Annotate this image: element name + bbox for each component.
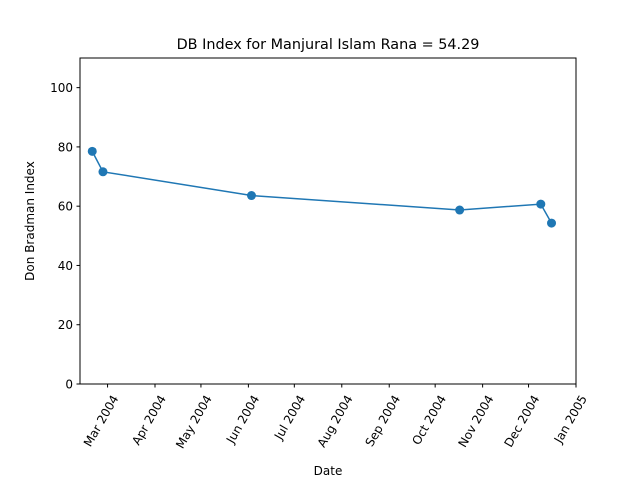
plot-frame bbox=[79, 57, 577, 385]
y-tick-label: 80 bbox=[58, 140, 73, 154]
x-tick-label: Jun 2004 bbox=[223, 393, 262, 447]
plot-area bbox=[87, 146, 557, 228]
series-line bbox=[91, 151, 553, 224]
x-axis: Mar 2004 Apr 2004 May 2004 Jun 2004 Jul 2004… bbox=[81, 384, 590, 451]
x-axis-label: Date bbox=[314, 464, 343, 478]
y-tick-label: 0 bbox=[65, 378, 73, 392]
data-point bbox=[87, 146, 97, 156]
data-point bbox=[536, 199, 546, 209]
y-axis-label: Don Bradman Index bbox=[23, 161, 37, 281]
x-tick-label: Apr 2004 bbox=[129, 393, 169, 448]
data-point bbox=[455, 205, 465, 215]
x-tick-label: Oct 2004 bbox=[409, 393, 449, 448]
x-tick-label: Aug 2004 bbox=[315, 393, 356, 450]
chart-title: DB Index for Manjural Islam Rana = 54.29 bbox=[177, 37, 480, 53]
x-tick-label: Jan 2005 bbox=[551, 393, 590, 447]
data-point bbox=[246, 191, 256, 201]
y-tick-label: 20 bbox=[58, 318, 73, 332]
x-tick-label: Sep 2004 bbox=[362, 393, 403, 449]
y-tick-label: 60 bbox=[58, 200, 73, 214]
x-tick-label: May 2004 bbox=[173, 393, 215, 451]
x-tick-label: Nov 2004 bbox=[455, 393, 496, 450]
y-axis: 0 20 40 60 80 100 bbox=[50, 81, 80, 392]
data-point bbox=[547, 218, 557, 228]
x-tick-label: Dec 2004 bbox=[502, 393, 543, 450]
x-tick-label: Mar 2004 bbox=[81, 393, 122, 449]
data-point bbox=[98, 167, 108, 177]
y-tick-label: 40 bbox=[58, 259, 73, 273]
x-tick-label: Jul 2004 bbox=[271, 393, 308, 443]
y-tick-label: 100 bbox=[50, 81, 73, 95]
